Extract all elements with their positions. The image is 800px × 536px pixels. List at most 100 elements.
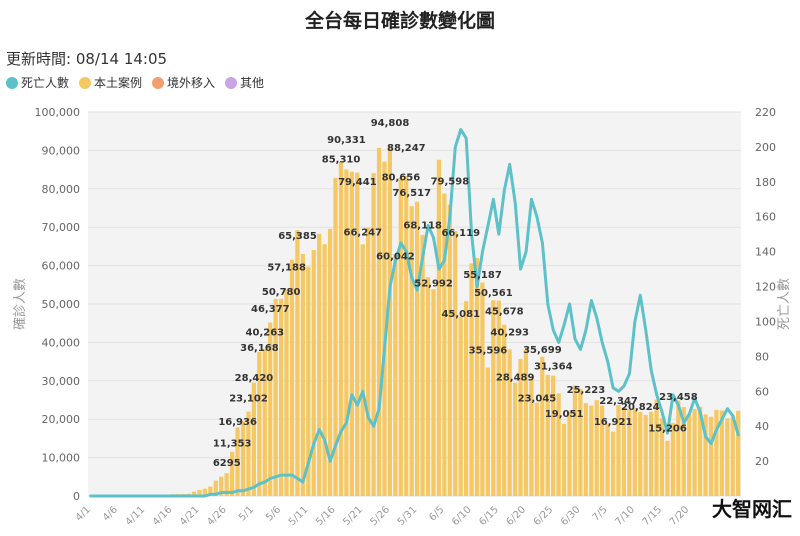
case-bar — [474, 257, 480, 496]
data-label: 66,119 — [441, 228, 480, 239]
case-bar — [605, 423, 610, 496]
case-bar — [317, 233, 322, 496]
data-label: 76,517 — [392, 188, 431, 199]
data-label: 94,808 — [371, 118, 410, 129]
data-label: 79,441 — [338, 177, 377, 188]
case-bar — [224, 473, 229, 496]
case-bar — [300, 254, 305, 496]
data-label: 55,187 — [463, 270, 502, 281]
x-tick-label: 7/5 — [591, 504, 610, 523]
data-label: 46,377 — [251, 304, 290, 315]
x-tick-label: 5/21 — [341, 504, 365, 528]
case-bar — [507, 349, 512, 496]
case-bar — [257, 351, 262, 496]
data-label: 45,081 — [441, 309, 480, 320]
data-label: 6295 — [213, 458, 241, 469]
case-bar — [512, 382, 518, 496]
legend-item-imported[interactable]: 境外移入 — [152, 74, 215, 91]
y-tick-label: 60,000 — [42, 260, 81, 273]
case-bar — [191, 491, 197, 496]
legend-label-other: 其他 — [240, 76, 265, 90]
y2-tick-label: 200 — [755, 141, 776, 154]
case-bar — [311, 250, 316, 496]
data-label: 35,596 — [469, 345, 508, 356]
data-label: 65,385 — [278, 231, 317, 242]
case-bar — [502, 324, 507, 496]
data-label: 35,699 — [523, 345, 562, 356]
watermark: 大智网汇 — [712, 497, 792, 521]
case-bar — [659, 418, 665, 496]
case-bar — [306, 266, 311, 496]
y-axis-title: 確診人數 — [12, 278, 28, 330]
case-bar — [420, 234, 425, 496]
case-bar — [366, 227, 371, 496]
data-label: 19,051 — [545, 409, 584, 420]
data-label: 66,247 — [344, 228, 383, 239]
case-bar — [703, 414, 708, 496]
y-tick-label: 30,000 — [42, 375, 81, 388]
case-bar — [371, 173, 376, 497]
x-tick-label: 4/21 — [178, 504, 202, 528]
case-bar — [736, 410, 741, 496]
legend-swatch-other — [225, 76, 238, 89]
case-bar — [240, 421, 246, 496]
case-bar — [627, 409, 632, 496]
x-tick-label: 4/1 — [74, 504, 93, 523]
x-tick-label: 7/20 — [668, 504, 692, 528]
case-bar — [714, 409, 719, 496]
case-bar — [578, 388, 583, 496]
data-label: 28,420 — [235, 373, 274, 384]
y2-tick-label: 220 — [755, 106, 776, 119]
case-bar — [425, 277, 431, 496]
case-bar — [442, 193, 447, 497]
update-time-value: 08/14 14:05 — [75, 50, 168, 68]
y2-axis-title: 死亡人數 — [777, 278, 792, 330]
case-bar — [529, 378, 534, 496]
x-tick-label: 7/15 — [641, 504, 665, 528]
case-bar — [431, 289, 436, 496]
case-bar — [719, 410, 724, 496]
case-bar — [436, 159, 442, 496]
y2-tick-label: 180 — [755, 176, 776, 189]
case-bar — [284, 289, 289, 496]
case-bar — [219, 476, 224, 496]
case-bar — [360, 244, 365, 496]
data-label: 68,118 — [403, 220, 442, 231]
case-bar — [376, 147, 382, 496]
x-tick-label: 6/30 — [559, 504, 583, 528]
case-bar — [387, 146, 393, 496]
case-bar — [616, 405, 621, 496]
data-label: 25,223 — [567, 385, 606, 396]
case-bar — [322, 244, 327, 496]
legend-item-other[interactable]: 其他 — [225, 74, 264, 91]
data-label: 11,353 — [213, 438, 252, 449]
case-bar — [665, 440, 670, 496]
case-bar — [523, 349, 529, 496]
case-bar — [725, 418, 730, 496]
legend-item-deaths[interactable]: 死亡人數 — [6, 74, 69, 91]
data-label: 50,561 — [474, 288, 513, 299]
case-bar — [453, 231, 458, 496]
case-bar — [197, 489, 202, 496]
y2-tick-label: 40 — [755, 420, 769, 433]
case-bar — [485, 367, 490, 496]
case-bar — [398, 177, 403, 496]
x-tick-label: 5/26 — [368, 504, 392, 528]
legend-item-local[interactable]: 本土案例 — [79, 74, 142, 91]
case-bar — [338, 161, 344, 496]
case-bar — [697, 406, 703, 496]
case-bar — [692, 409, 697, 496]
data-label: 80,656 — [382, 172, 421, 183]
case-bar — [730, 416, 735, 496]
case-bar — [333, 177, 338, 496]
data-label: 88,247 — [387, 143, 426, 154]
case-bar — [589, 405, 594, 496]
legend-swatch-deaths — [6, 76, 18, 89]
case-bar — [458, 316, 463, 496]
case-bar — [561, 423, 567, 496]
case-bar — [202, 488, 208, 496]
y-tick-label: 40,000 — [42, 336, 81, 349]
case-bar — [208, 486, 213, 496]
case-bar — [327, 228, 333, 496]
data-label: 40,263 — [246, 327, 285, 338]
